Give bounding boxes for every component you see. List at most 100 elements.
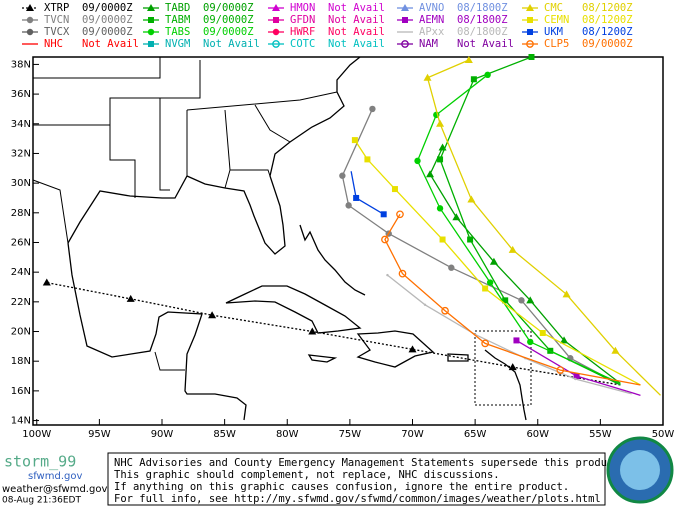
- x-tick-label: 55W: [589, 429, 612, 440]
- legend-name: CLP5: [544, 38, 569, 50]
- border: [230, 169, 271, 177]
- notice-box: [107, 452, 606, 506]
- marker: [391, 186, 398, 193]
- marker: [42, 278, 51, 286]
- marker: [414, 157, 421, 165]
- marker: [574, 377, 577, 381]
- marker: [423, 303, 427, 307]
- marker: [486, 279, 494, 286]
- border: [159, 98, 170, 191]
- marker: [436, 205, 444, 212]
- marker: [351, 137, 358, 144]
- marker: [272, 28, 280, 36]
- legend-status: 08/1200Z: [582, 2, 633, 14]
- y-tick-label: 28N: [11, 208, 31, 219]
- legend-status: 08/1200Z: [582, 26, 633, 38]
- legend-status: 09/0000Z: [82, 26, 133, 38]
- legend-name: AEMN: [419, 14, 444, 26]
- border: [109, 125, 136, 198]
- legend-status: 08/1200Z: [582, 14, 633, 26]
- notice-line: For full info, see http://my.sfwmd.gov/s…: [114, 493, 601, 505]
- marker: [573, 373, 580, 380]
- marker: [436, 119, 445, 127]
- notice-line: If anything on this graphic causes confu…: [114, 481, 569, 493]
- marker: [401, 4, 409, 11]
- notice-line: This graphic should complement, not repl…: [114, 469, 500, 481]
- marker: [484, 71, 491, 79]
- y-tick-label: 32N: [11, 148, 31, 159]
- marker: [526, 296, 535, 304]
- map-frame: [32, 56, 664, 426]
- marker: [441, 306, 449, 315]
- border: [186, 91, 338, 111]
- track: [341, 108, 621, 386]
- marker: [508, 245, 517, 253]
- legend-name: HMON: [290, 2, 315, 14]
- y-tick-label: 38N: [11, 59, 31, 70]
- marker: [556, 366, 565, 374]
- marker: [481, 339, 489, 348]
- legend-name: AVNO: [419, 2, 444, 14]
- legend-status: Not Avail: [328, 38, 385, 50]
- marker: [518, 297, 525, 304]
- legend-status: 08/1800Z: [457, 2, 508, 14]
- y-tick-label: 20N: [11, 327, 31, 338]
- marker: [148, 41, 154, 47]
- notice-line: NHC Advisories and County Emergency Mana…: [114, 457, 626, 469]
- marker: [464, 55, 473, 63]
- y-tick-label: 18N: [11, 356, 31, 367]
- marker: [467, 195, 476, 203]
- marker: [353, 194, 360, 201]
- marker: [452, 213, 461, 221]
- marker: [482, 285, 489, 292]
- marker: [396, 210, 404, 219]
- marker: [408, 345, 417, 353]
- marker: [470, 76, 477, 83]
- tracks: [42, 54, 661, 396]
- marker: [528, 54, 535, 60]
- marker: [437, 156, 444, 163]
- x-tick-label: 65W: [464, 429, 487, 440]
- marker: [369, 105, 376, 113]
- border: [33, 57, 161, 79]
- legend-name: TABD: [165, 2, 190, 14]
- marker: [148, 17, 154, 23]
- logo-text: storm_99: [4, 453, 76, 471]
- mexico-coast: [67, 242, 247, 421]
- cuba: [225, 285, 362, 334]
- marker: [339, 172, 346, 179]
- legend: XTRP 09/0000Z TVCN 09/0000Z TVCX 09/0000Z NHC N…: [22, 2, 633, 50]
- marker: [560, 336, 569, 344]
- marker: [308, 327, 317, 335]
- legend-name: TVCN: [44, 14, 69, 26]
- y-tick-label: 16N: [11, 386, 31, 397]
- legend-name: NAM: [419, 38, 438, 50]
- x-tick-label: 80W: [276, 429, 299, 440]
- us-coast: [67, 56, 361, 255]
- time-text: 08-Aug 21:36EDT: [2, 496, 81, 506]
- marker: [398, 269, 407, 278]
- legend-name: CEMN: [544, 14, 569, 26]
- marker: [513, 337, 520, 344]
- x-tick-label: 75W: [339, 429, 362, 440]
- bahamas: [299, 224, 366, 296]
- legend-status: Not Avail: [457, 38, 514, 50]
- marker: [508, 363, 517, 371]
- legend-name: APxx: [419, 26, 444, 38]
- marker: [126, 294, 135, 302]
- legend-name: NVGM: [165, 38, 190, 50]
- track: [426, 59, 661, 396]
- marker: [502, 297, 509, 304]
- x-tick-label: 100W: [22, 429, 51, 440]
- x-tick-label: 50W: [652, 429, 675, 440]
- legend-name: CMC: [544, 2, 563, 14]
- legend-name: TABS: [165, 26, 190, 38]
- marker: [489, 257, 498, 265]
- marker: [26, 16, 34, 24]
- marker: [402, 17, 408, 23]
- marker: [527, 338, 534, 346]
- footer: storm_99 sfwmd.gov weather@sfwmd.gov 08-…: [2, 436, 674, 506]
- y-tick-label: 24N: [11, 267, 31, 278]
- marker: [364, 156, 371, 163]
- marker: [26, 4, 34, 11]
